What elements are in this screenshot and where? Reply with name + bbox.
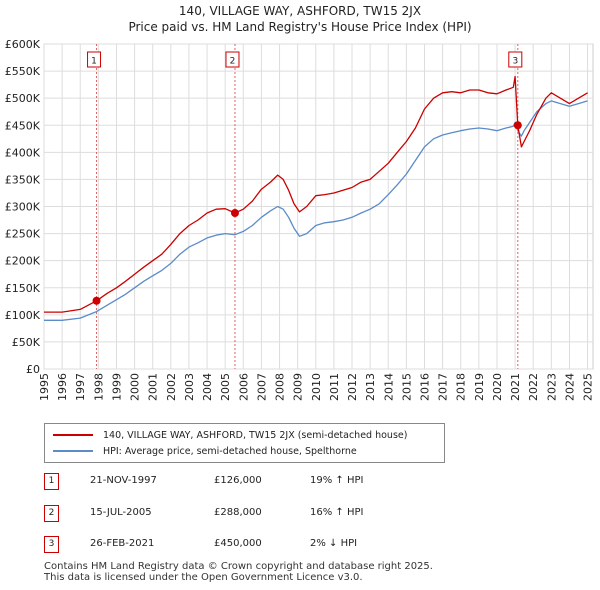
y-tick-label: £100K bbox=[5, 309, 41, 322]
x-tick-label: 2023 bbox=[545, 373, 558, 401]
x-tick-label: 2011 bbox=[328, 373, 341, 401]
sale-vertical-lines: 1 2 3 bbox=[87, 44, 523, 369]
x-tick-label: 2020 bbox=[491, 373, 504, 401]
sale-hpi-diff: 16% ↑ HPI bbox=[310, 507, 364, 518]
sale-price: £450,000 bbox=[214, 538, 262, 549]
sale-row: 3 26-FEB-2021 £450,000 2% ↓ HPI bbox=[44, 534, 504, 556]
legend-item-hpi: HPI: Average price, semi-detached house,… bbox=[53, 444, 357, 458]
footer-copyright: Contains HM Land Registry data © Crown c… bbox=[44, 561, 433, 572]
legend-label-hpi: HPI: Average price, semi-detached house,… bbox=[103, 445, 357, 457]
legend: 140, VILLAGE WAY, ASHFORD, TW15 2JX (sem… bbox=[44, 423, 445, 463]
sale-number-badge: 3 bbox=[44, 536, 59, 553]
x-tick-label: 2019 bbox=[473, 373, 486, 401]
x-tick-label: 2006 bbox=[237, 373, 250, 401]
x-tick-label: 2001 bbox=[147, 373, 160, 401]
y-tick-label: £350K bbox=[5, 173, 41, 186]
sale-markers bbox=[92, 121, 522, 305]
legend-swatch-hpi bbox=[53, 450, 93, 452]
sale-hpi-diff: 2% ↓ HPI bbox=[310, 538, 358, 549]
sale-date: 15-JUL-2005 bbox=[90, 507, 152, 518]
sale-number-badge: 1 bbox=[44, 473, 59, 490]
sale-label: 1 bbox=[91, 57, 97, 67]
y-tick-label: £0 bbox=[26, 363, 40, 376]
x-tick-label: 2005 bbox=[219, 373, 232, 401]
x-tick-label: 2004 bbox=[201, 373, 214, 401]
x-tick-label: 2007 bbox=[255, 373, 268, 401]
x-tick-label: 1995 bbox=[38, 373, 51, 401]
price-chart: 1 2 3 £0 £50K £100K £150K £200K £250K £300K £350K… bbox=[5, 38, 595, 401]
series-line-property bbox=[44, 75, 588, 313]
x-tick-label: 1996 bbox=[56, 373, 69, 401]
legend-item-property: 140, VILLAGE WAY, ASHFORD, TW15 2JX (sem… bbox=[53, 428, 407, 442]
x-tick-label: 2024 bbox=[563, 373, 576, 401]
x-tick-label: 2017 bbox=[437, 373, 450, 401]
chart-subtitle: Price paid vs. HM Land Registry's House … bbox=[128, 20, 472, 34]
sale-label-box bbox=[508, 51, 523, 68]
chart-title: 140, VILLAGE WAY, ASHFORD, TW15 2JX bbox=[178, 4, 422, 18]
x-tick-label: 2016 bbox=[418, 373, 431, 401]
y-tick-label: £450K bbox=[5, 119, 41, 132]
y-tick-label: £400K bbox=[5, 146, 41, 159]
sale-row: 2 15-JUL-2005 £288,000 16% ↑ HPI bbox=[44, 503, 504, 525]
sale-label-box bbox=[225, 51, 240, 68]
y-tick-label: £50K bbox=[12, 336, 41, 349]
x-tick-label: 2013 bbox=[364, 373, 377, 401]
y-tick-label: £500K bbox=[5, 92, 41, 105]
sale-hpi-diff: 19% ↑ HPI bbox=[310, 475, 364, 486]
sale-point bbox=[513, 121, 522, 130]
sale-row: 1 21-NOV-1997 £126,000 19% ↑ HPI bbox=[44, 471, 504, 493]
y-tick-label: £600K bbox=[5, 38, 41, 51]
footer-licence: This data is licensed under the Open Gov… bbox=[44, 572, 363, 583]
sale-label: 2 bbox=[230, 57, 236, 67]
legend-swatch-property bbox=[53, 434, 93, 436]
sale-label-box bbox=[87, 51, 102, 68]
x-tick-label: 2002 bbox=[165, 373, 178, 401]
legend-label-property: 140, VILLAGE WAY, ASHFORD, TW15 2JX (sem… bbox=[103, 429, 408, 441]
sale-point bbox=[92, 296, 101, 305]
x-tick-label: 2000 bbox=[129, 373, 142, 401]
x-tick-label: 2009 bbox=[292, 373, 305, 401]
x-tick-label: 2018 bbox=[455, 373, 468, 401]
y-tick-label: £250K bbox=[5, 228, 41, 241]
grid bbox=[43, 43, 594, 370]
sale-price: £126,000 bbox=[214, 475, 262, 486]
y-tick-label: £150K bbox=[5, 282, 41, 295]
y-tick-label: £200K bbox=[5, 255, 41, 268]
x-tick-label: 2022 bbox=[527, 373, 540, 401]
x-tick-label: 2014 bbox=[382, 373, 395, 401]
x-tick-label: 1999 bbox=[110, 373, 123, 401]
footer: Contains HM Land Registry data © Crown c… bbox=[44, 561, 433, 583]
x-tick-label: 2025 bbox=[582, 373, 595, 401]
x-tick-label: 2021 bbox=[509, 373, 522, 401]
x-tick-label: 2015 bbox=[400, 373, 413, 401]
x-tick-label: 2010 bbox=[310, 373, 323, 401]
sale-price: £288,000 bbox=[214, 507, 262, 518]
y-tick-label: £550K bbox=[5, 65, 41, 78]
x-tick-label: 1998 bbox=[92, 373, 105, 401]
sale-label: 3 bbox=[512, 57, 518, 67]
sale-date: 21-NOV-1997 bbox=[90, 475, 157, 486]
x-tick-label: 2012 bbox=[346, 373, 359, 401]
x-tick-label: 1997 bbox=[74, 373, 87, 401]
sale-date: 26-FEB-2021 bbox=[90, 538, 155, 549]
y-tick-label: £300K bbox=[5, 201, 41, 214]
sale-point bbox=[230, 209, 239, 217]
sale-number-badge: 2 bbox=[44, 505, 59, 522]
x-tick-label: 2008 bbox=[274, 373, 287, 401]
axes: £0 £50K £100K £150K £200K £250K £300K £350K £400… bbox=[5, 38, 595, 401]
x-tick-label: 2003 bbox=[183, 373, 196, 401]
